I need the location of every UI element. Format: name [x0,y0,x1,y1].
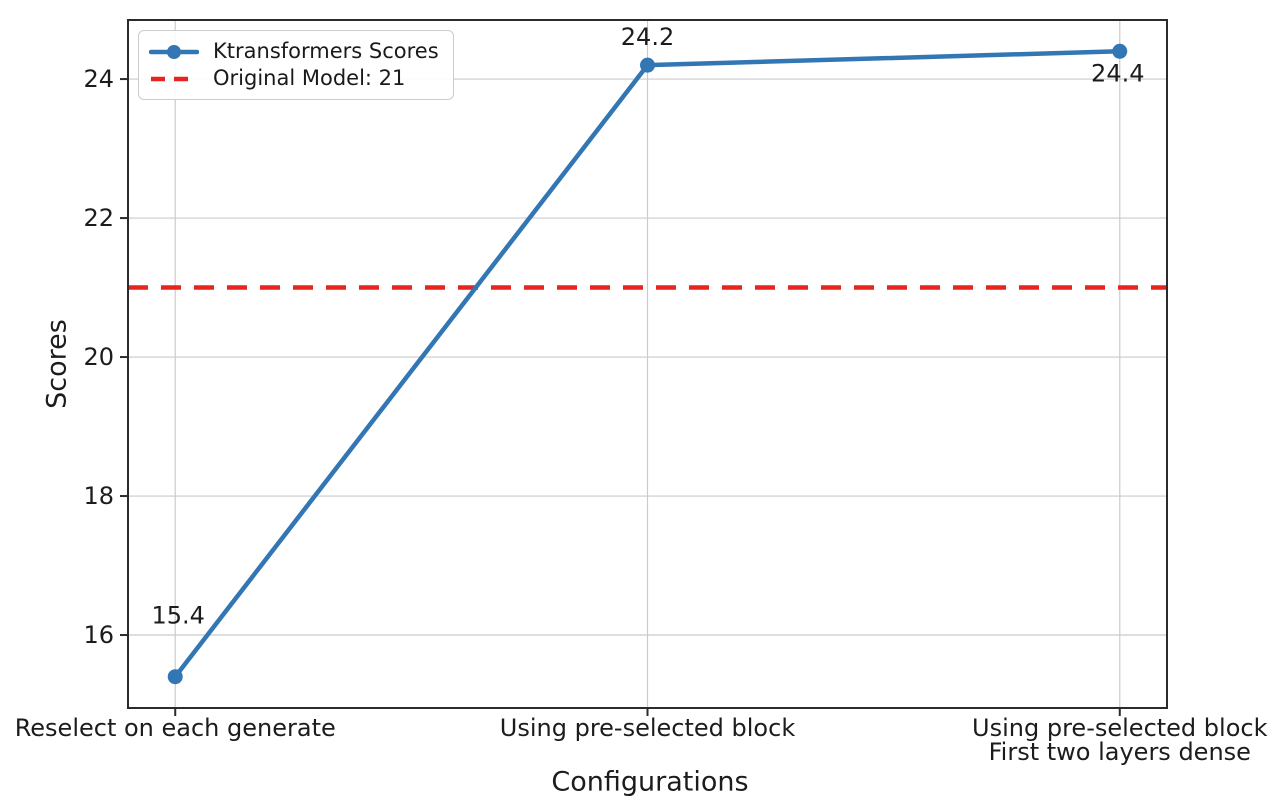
dashed-line-sample-icon [151,76,197,81]
line-marker-sample-icon [149,44,199,59]
x-tick-label: Using pre-selected block [972,714,1268,742]
legend-series-label: Ktransformers Scores [213,39,439,63]
point-label: 24.2 [621,23,674,51]
data-point-marker [1112,43,1128,59]
data-point-marker [640,57,655,73]
x-axis-label: Configurations [551,766,749,798]
x-tick-label: First two layers dense [989,738,1251,766]
y-tick-label: 16 [83,621,114,649]
legend-marker-sample [167,44,181,59]
data-point-marker [167,669,183,685]
y-tick-label: 24 [83,65,114,93]
legend: Ktransformers Scores Original Model: 21 [138,30,454,100]
y-axis-label: Scores [41,319,73,409]
y-tick-label: 22 [83,204,114,232]
point-label: 15.4 [152,602,205,630]
x-tick-label: Using pre-selected block [500,714,796,742]
y-tick-label: 18 [83,482,114,510]
x-tick-label: Reselect on each generate [15,714,336,742]
legend-item-series: Ktransformers Scores [149,41,443,62]
y-tick-label: 20 [83,343,114,371]
point-label: 24.4 [1091,59,1144,87]
legend-refline-label: Original Model: 21 [213,66,406,90]
legend-item-refline: Original Model: 21 [149,68,443,89]
